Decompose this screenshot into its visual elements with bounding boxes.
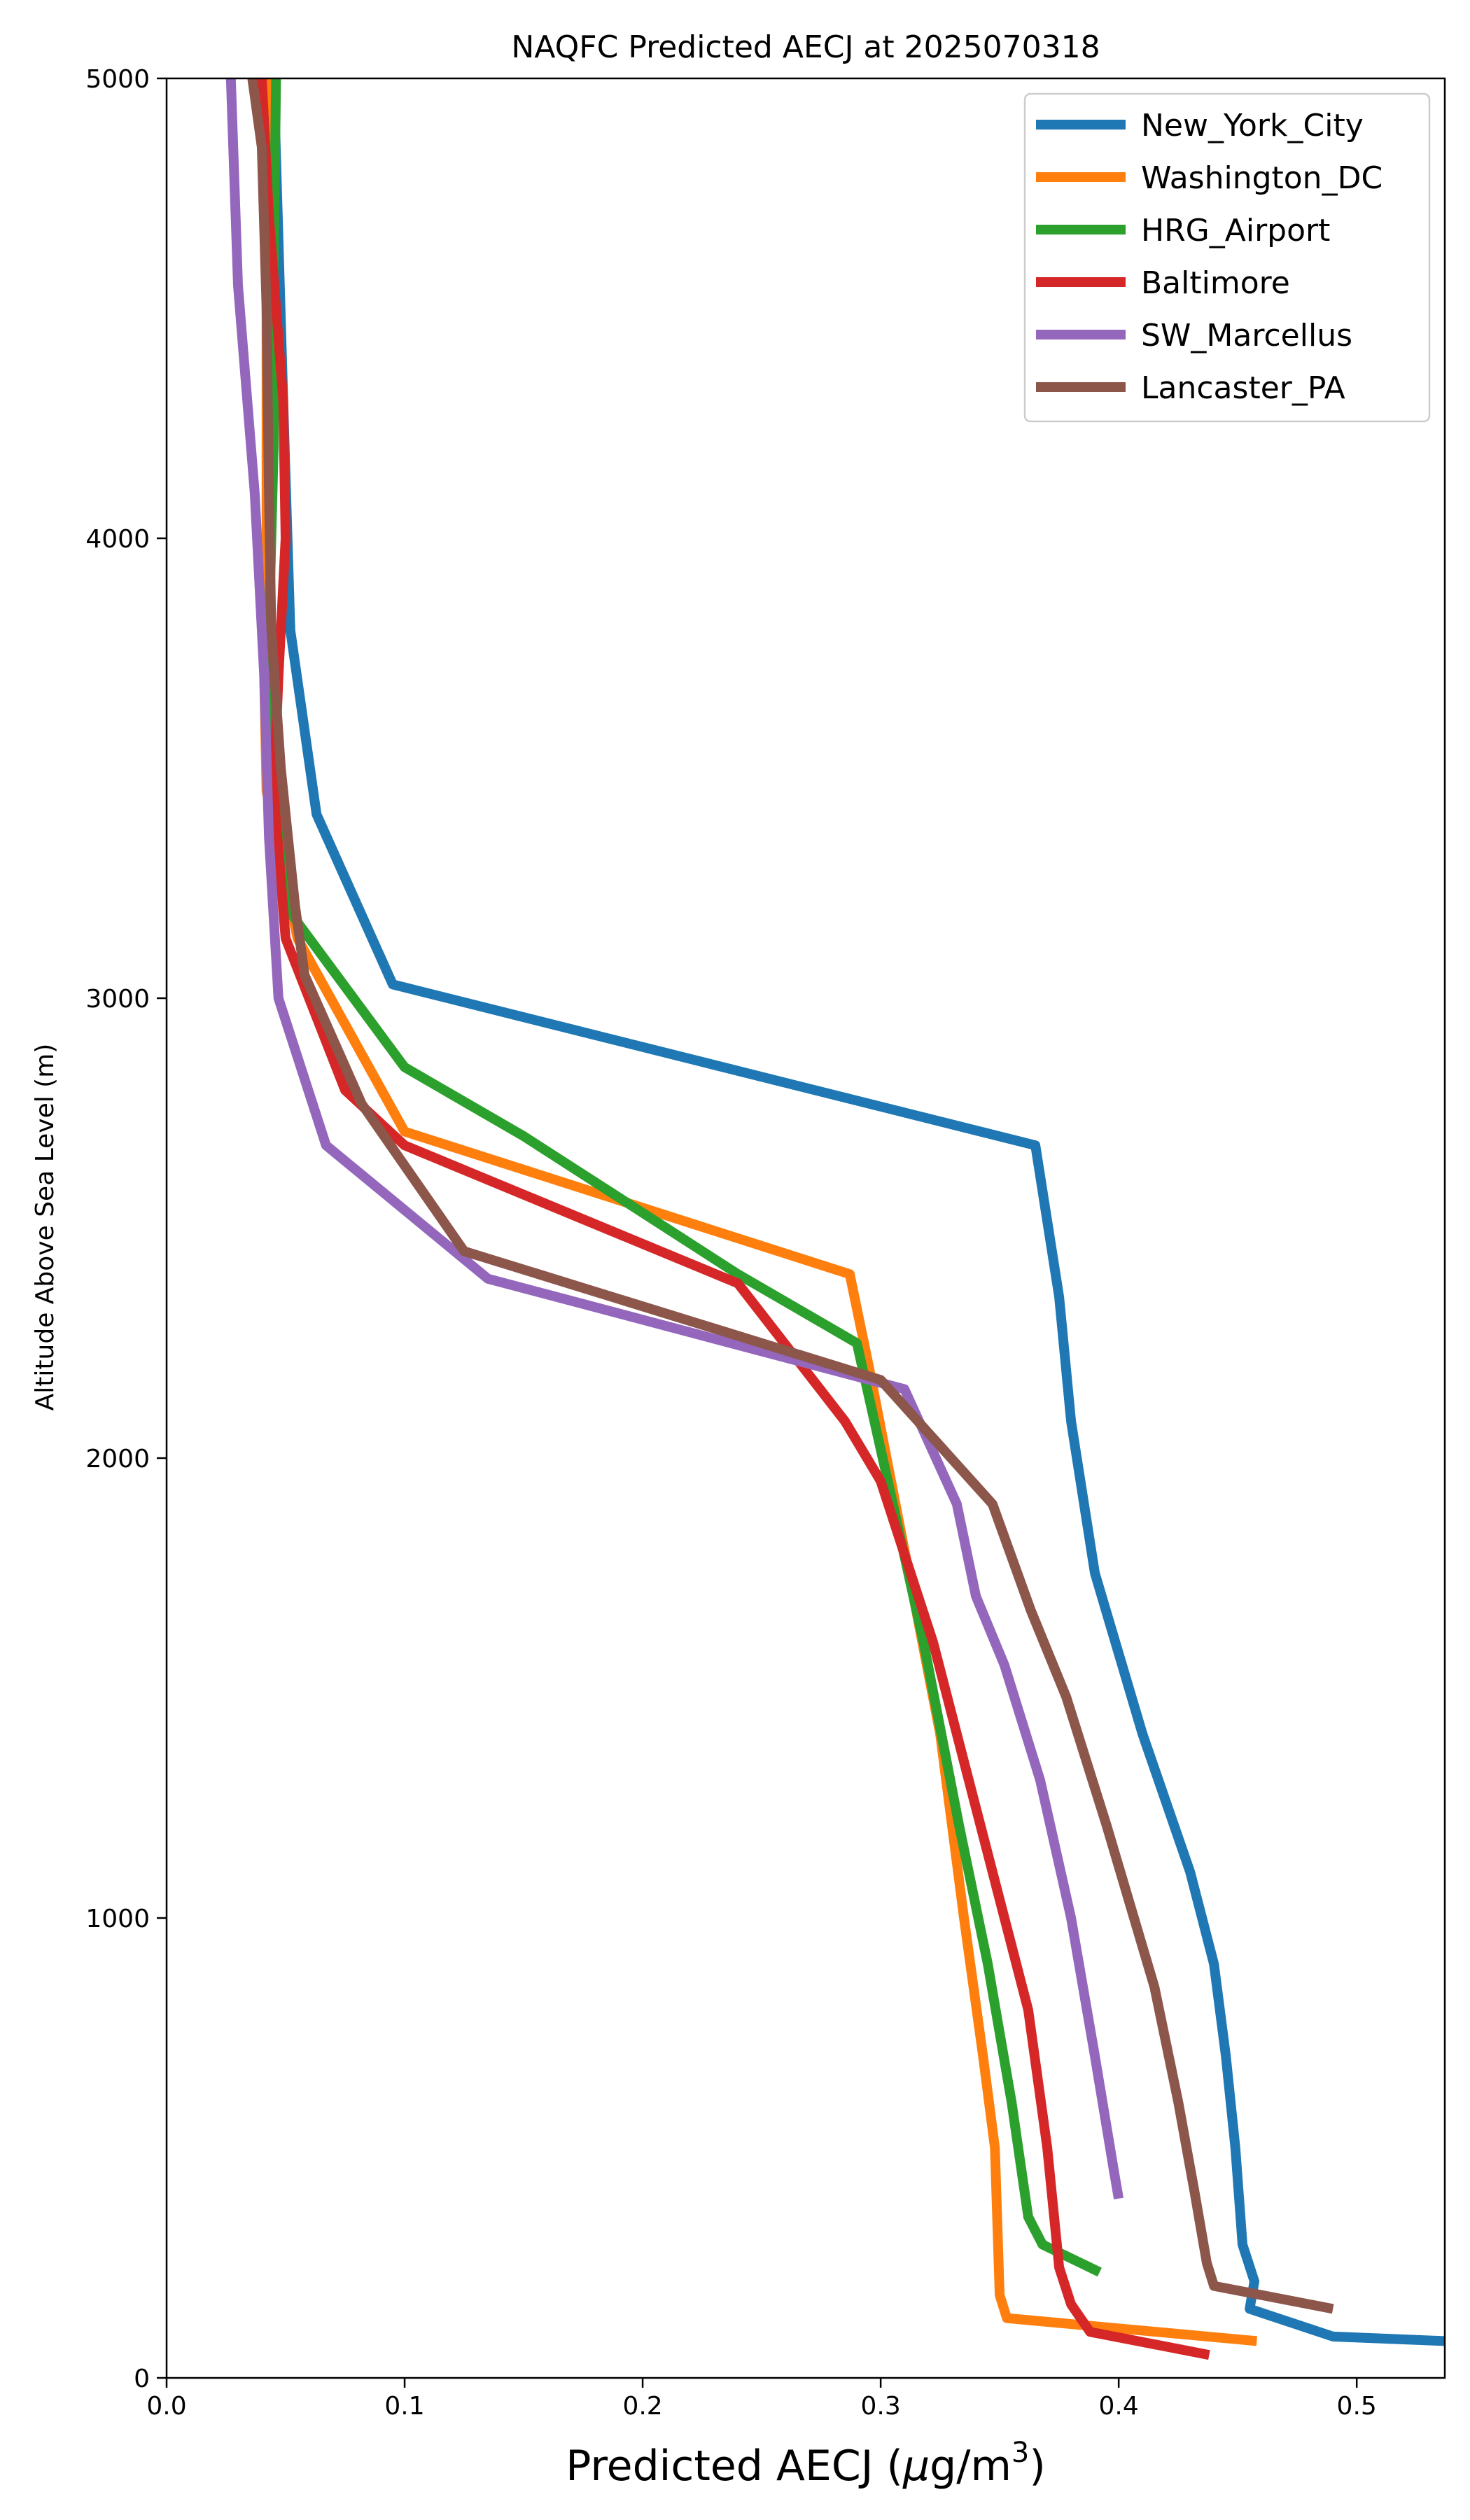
- y-axis-label: Altitude Above Sea Level (m): [31, 1044, 59, 1411]
- x-tick-label: 0.3: [860, 2392, 900, 2421]
- legend-label-hrg-airport: HRG_Airport: [1141, 213, 1330, 248]
- series-line-new-york-city: [269, 78, 1445, 2346]
- y-tick-label: 5000: [85, 65, 150, 94]
- y-axis: 0 1000 2000 3000 4000 5000: [85, 65, 167, 2393]
- x-tick-label: 0.2: [622, 2392, 662, 2421]
- legend: New_York_City Washington_DC HRG_Airport Bal…: [1023, 92, 1431, 423]
- series-line-lancaster-pa: [247, 78, 1334, 2314]
- series-line-sw-marcellus: [225, 78, 1124, 2199]
- y-tick-label: 1000: [85, 1905, 150, 1933]
- chart-title: NAQFC Predicted AECJ at 2025070318: [511, 29, 1100, 65]
- x-axis: 0.0 0.1 0.2 0.3 0.4 0.5: [146, 2378, 1377, 2421]
- x-axis-label-close: ): [1029, 2442, 1045, 2491]
- x-tick-label: 0.0: [146, 2392, 186, 2421]
- y-tick-label: 3000: [85, 985, 150, 1014]
- x-axis-label: Predicted AECJ (μg/m3): [566, 2437, 1046, 2491]
- y-tick-label: 0: [134, 2365, 150, 2393]
- series-lines: [225, 78, 1445, 2360]
- x-axis-label-superscript: 3: [1011, 2437, 1029, 2469]
- legend-label-new-york-city: New_York_City: [1141, 108, 1364, 144]
- legend-label-baltimore: Baltimore: [1141, 265, 1290, 301]
- x-axis-label-text: Predicted AECJ (: [566, 2442, 903, 2491]
- x-tick-label: 0.5: [1337, 2392, 1377, 2421]
- y-tick-label: 2000: [85, 1445, 150, 1474]
- y-tick-label: 4000: [85, 525, 150, 554]
- x-axis-label-unit: g/m: [930, 2442, 1011, 2491]
- legend-label-lancaster-pa: Lancaster_PA: [1141, 370, 1345, 406]
- legend-label-washington-dc: Washington_DC: [1141, 160, 1382, 196]
- legend-entries: New_York_City Washington_DC HRG_Airport Bal…: [1036, 108, 1382, 406]
- legend-box: [1023, 92, 1431, 423]
- legend-label-sw-marcellus: SW_Marcellus: [1141, 318, 1352, 354]
- series-line-baltimore: [257, 78, 1210, 2360]
- plot-area-frame: [165, 77, 1446, 2379]
- x-tick-label: 0.4: [1099, 2392, 1139, 2421]
- x-tick-label: 0.1: [384, 2392, 424, 2421]
- x-axis-label-mu: μ: [902, 2442, 930, 2491]
